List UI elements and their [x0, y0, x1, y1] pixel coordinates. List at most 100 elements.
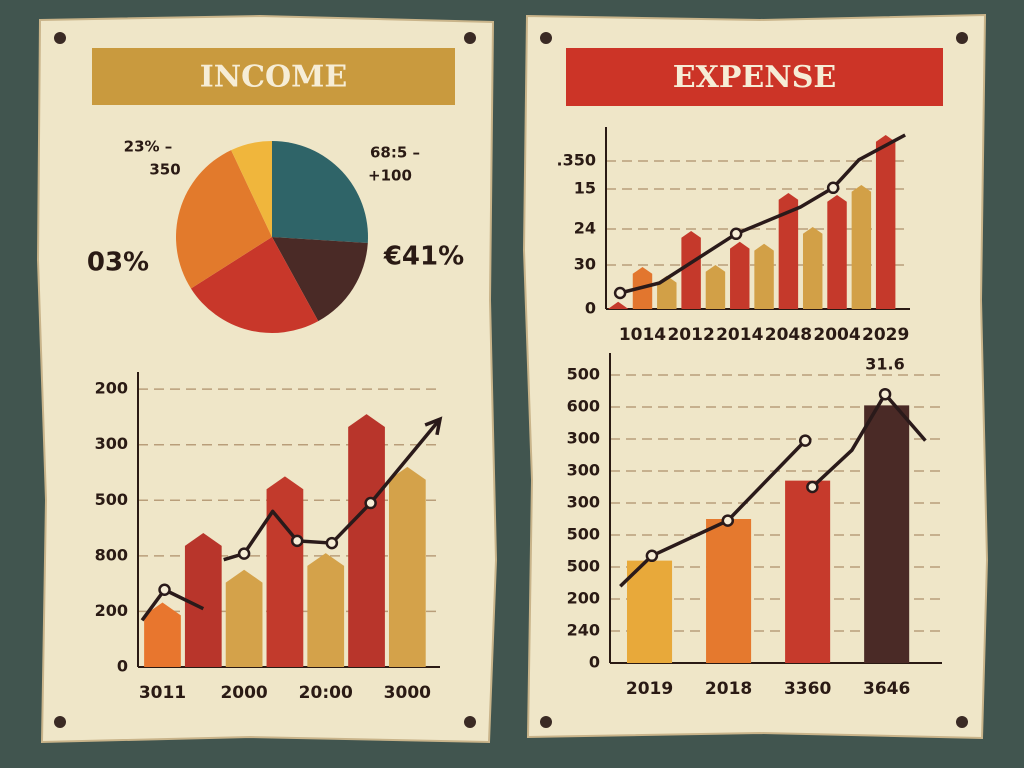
- y-tick-label: 200: [567, 589, 600, 608]
- bar: [144, 602, 181, 667]
- chart-title: INCOME: [200, 60, 348, 95]
- x-tick-label: 1014: [619, 325, 666, 345]
- line: [619, 133, 906, 295]
- bar: [657, 275, 677, 309]
- y-tick-label: 300: [95, 434, 128, 453]
- y-tick-label: 500: [567, 525, 600, 544]
- bar: [705, 265, 726, 309]
- y-tick-label: 300: [567, 461, 600, 480]
- bar: [802, 227, 823, 309]
- x-tick-label: 2048: [765, 325, 812, 345]
- title-banner: [92, 48, 455, 105]
- arrow-head: [424, 416, 443, 436]
- line-point: [237, 547, 251, 560]
- pie-slice: [272, 237, 368, 322]
- title-banner: [566, 48, 943, 106]
- x-tick-label: 2019: [626, 679, 673, 699]
- y-tick-label: 300: [567, 429, 600, 448]
- y-tick-label: 200: [95, 601, 128, 620]
- line-point: [826, 181, 840, 195]
- bar: [778, 193, 799, 309]
- line-point: [878, 387, 892, 401]
- bar: [730, 241, 750, 309]
- pie-slice: [272, 141, 368, 244]
- x-tick-label: 3360: [784, 679, 831, 699]
- x-tick-label: 2014: [716, 325, 763, 345]
- bar: [307, 553, 345, 667]
- chart-title: EXPENSE: [673, 60, 837, 95]
- pin: [464, 716, 476, 728]
- pin: [956, 32, 968, 44]
- line-point: [290, 534, 304, 548]
- line-point: [806, 480, 819, 494]
- y-tick-label: 500: [567, 557, 600, 576]
- annotation: €41%: [383, 242, 464, 272]
- x-tick-label: 2012: [667, 325, 714, 345]
- y-tick-label: 15: [574, 179, 596, 198]
- y-tick-label: 500: [567, 365, 600, 384]
- bar: [706, 519, 752, 663]
- line: [811, 392, 927, 489]
- pie-slice: [231, 141, 272, 237]
- y-tick-label: 600: [567, 397, 600, 416]
- bar: [388, 466, 426, 667]
- pin: [54, 716, 66, 728]
- bar: [266, 476, 304, 667]
- line-point: [645, 549, 659, 563]
- pin: [540, 32, 552, 44]
- line: [619, 439, 807, 588]
- x-tick-label: 2018: [705, 679, 752, 699]
- annotation: 23% –: [124, 138, 173, 156]
- x-tick-label: 2004: [813, 325, 860, 345]
- annotation: 350: [149, 161, 180, 179]
- y-tick-label: 0: [117, 657, 128, 676]
- bar: [851, 185, 872, 309]
- x-tick-label: 3011: [139, 683, 186, 703]
- x-tick-label: 2029: [862, 325, 909, 345]
- annotation: 03%: [87, 248, 149, 278]
- y-tick-label: 0: [585, 299, 596, 318]
- bar: [754, 243, 774, 309]
- y-tick-label: 240: [567, 621, 600, 640]
- bar: [348, 414, 385, 667]
- line-point: [721, 514, 735, 527]
- pin: [540, 716, 552, 728]
- y-tick-label: 0: [589, 653, 600, 672]
- pin: [54, 32, 66, 44]
- line-point: [364, 496, 377, 510]
- line-point: [798, 434, 812, 447]
- y-tick-label: .350: [557, 151, 596, 170]
- y-tick-label: 300: [567, 493, 600, 512]
- bar: [864, 405, 910, 663]
- line-point: [325, 536, 339, 550]
- bar: [875, 135, 896, 309]
- line-point: [613, 286, 627, 300]
- bar: [827, 195, 847, 309]
- pins: [54, 32, 968, 728]
- bar: [608, 301, 628, 309]
- bar: [681, 231, 701, 309]
- annotation: +100: [368, 167, 412, 185]
- x-tick-label: 20:00: [299, 683, 353, 703]
- y-tick-label: 200: [95, 379, 128, 398]
- bar: [225, 569, 263, 667]
- pie-slice: [175, 150, 272, 289]
- bar: [184, 533, 222, 667]
- y-tick-label: 800: [95, 545, 128, 564]
- pie-slice: [190, 237, 319, 334]
- annotation: 31.6: [865, 355, 904, 374]
- annotation: 68:5 –: [370, 144, 420, 162]
- y-tick-label: 24: [574, 219, 596, 238]
- pin: [956, 716, 968, 728]
- bar: [785, 480, 831, 663]
- x-tick-label: 3000: [384, 683, 431, 703]
- pin: [464, 32, 476, 44]
- x-tick-label: 2000: [220, 683, 267, 703]
- y-tick-label: 500: [95, 490, 128, 509]
- x-tick-label: 3646: [863, 679, 910, 699]
- line-point: [729, 227, 743, 241]
- y-tick-label: 30: [574, 255, 596, 274]
- line-point: [158, 583, 171, 596]
